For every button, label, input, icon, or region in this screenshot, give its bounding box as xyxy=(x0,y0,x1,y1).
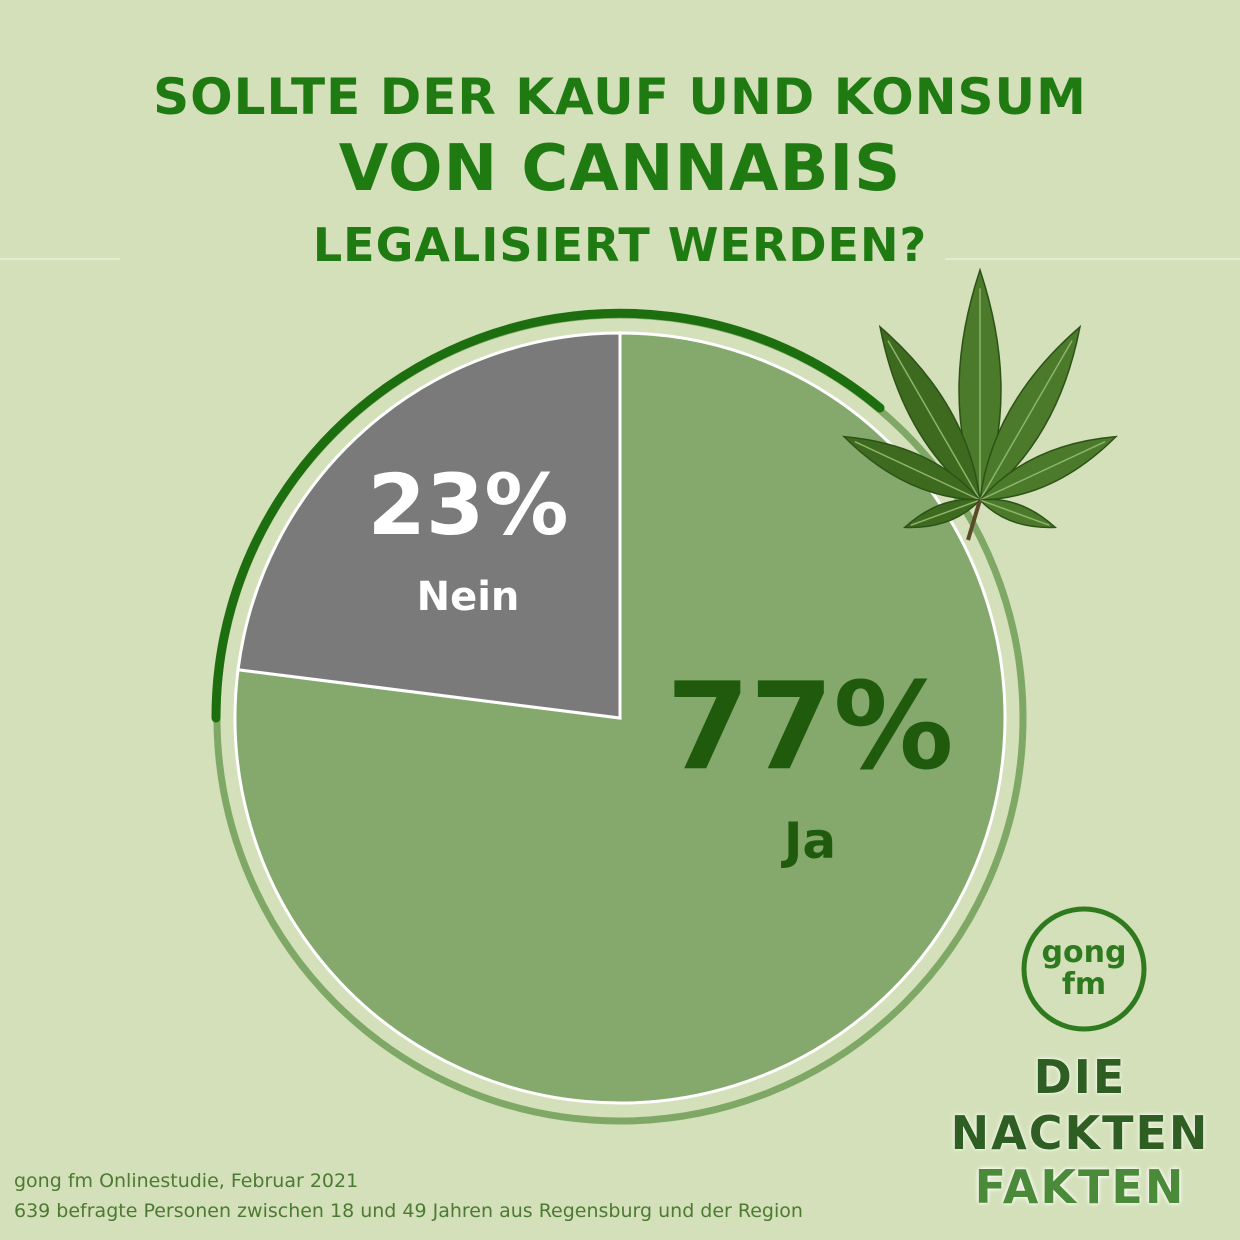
chart-ring-dark xyxy=(211,308,885,723)
leaf-vein xyxy=(854,440,981,501)
logo-text-gong: gong xyxy=(1042,935,1127,970)
leaf-stem xyxy=(966,499,982,541)
title-line-3: LEGALISIERT WERDEN? xyxy=(312,218,928,272)
pie-value-label-nein: 23% xyxy=(367,456,568,554)
pie-slice-nein xyxy=(236,331,622,720)
pie-slices xyxy=(233,331,1007,1105)
brand-name-line-3: FAKTEN xyxy=(974,1160,1186,1214)
sample-note: 639 befragte Personen zwischen 18 und 49… xyxy=(14,1200,803,1222)
logo-ring xyxy=(1021,906,1147,1032)
brand-name-line-1: DIE xyxy=(1033,1050,1127,1104)
decorative-line-left xyxy=(0,258,120,260)
logo-text-fm: fm xyxy=(1062,967,1106,1002)
pie-labels: 77% Ja 23% Nein xyxy=(367,456,953,870)
pie-category-label-ja: Ja xyxy=(781,812,836,870)
leaf-vein xyxy=(910,499,981,526)
gong-fm-logo[interactable]: gong fm xyxy=(1019,904,1149,1034)
leaf-vein xyxy=(979,499,1050,526)
leaf-vein xyxy=(979,440,1106,501)
source-note: gong fm Onlinestudie, Februar 2021 xyxy=(14,1170,359,1192)
decorative-line-right xyxy=(945,258,1240,260)
title-line-2: VON CANNABIS xyxy=(338,132,902,206)
leaf-vein xyxy=(979,340,1073,501)
cannabis-leaf-icon xyxy=(842,267,1118,541)
pie-value-label-ja: 77% xyxy=(666,658,953,797)
leaf-vein xyxy=(887,340,981,501)
brand-name-line-2: NACKTEN xyxy=(950,1106,1210,1160)
pie-category-label-nein: Nein xyxy=(417,574,520,620)
title-line-1: SOLLTE DER KAUF UND KONSUM xyxy=(153,68,1087,126)
